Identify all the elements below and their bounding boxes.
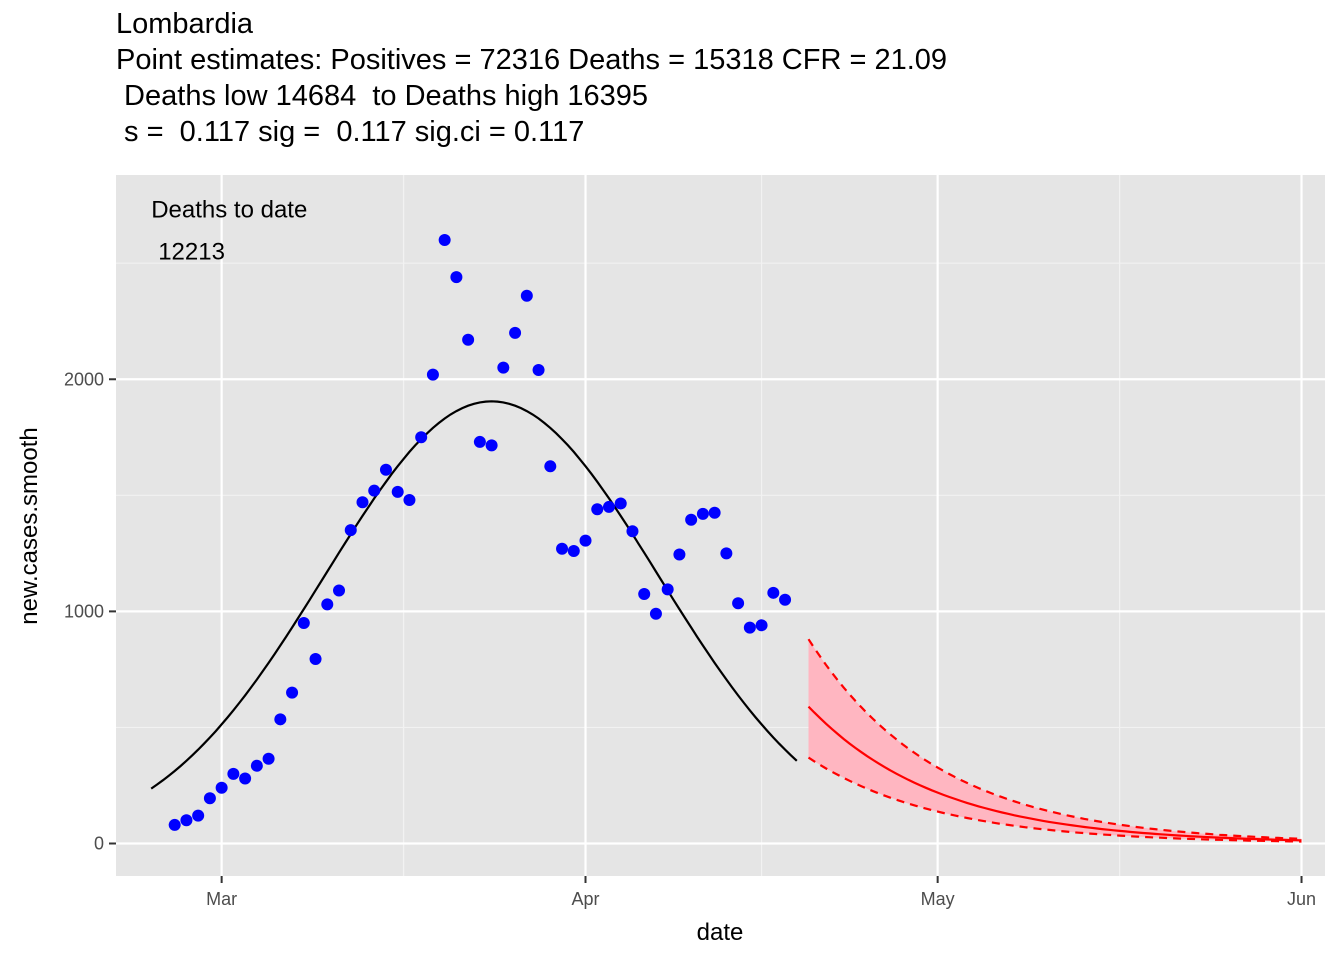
data-point xyxy=(180,814,193,827)
data-point xyxy=(227,767,240,780)
data-point xyxy=(368,484,381,497)
data-point xyxy=(309,652,322,665)
grid-major xyxy=(116,175,1325,876)
data-point xyxy=(379,463,392,476)
forecast-upper-line xyxy=(807,638,1302,840)
data-point xyxy=(614,497,627,510)
data-point xyxy=(286,686,299,699)
points-layer xyxy=(168,233,792,831)
data-point xyxy=(509,326,522,339)
data-point xyxy=(344,524,357,537)
chart-titles: Lombardia Point estimates: Positives = 7… xyxy=(116,6,1316,150)
data-point xyxy=(485,439,498,452)
data-point xyxy=(638,587,651,600)
data-point xyxy=(168,818,181,831)
data-point xyxy=(203,792,216,805)
data-point xyxy=(450,271,463,284)
data-point xyxy=(438,233,451,246)
data-point xyxy=(602,500,615,513)
grid-minor xyxy=(116,175,1325,876)
data-point xyxy=(591,503,604,516)
y-tick-label: 1000 xyxy=(64,601,104,621)
data-point xyxy=(403,493,416,506)
data-point xyxy=(779,593,792,606)
data-point xyxy=(473,435,486,448)
x-tick-label: Apr xyxy=(572,889,600,909)
y-tick-label: 2000 xyxy=(64,369,104,389)
y-axis: 0 1000 2000 xyxy=(64,369,116,854)
annotation-deaths-label: Deaths to date xyxy=(151,197,307,224)
data-point xyxy=(297,616,310,629)
data-point xyxy=(720,547,733,560)
x-axis-title: date xyxy=(697,919,744,946)
lines-layer xyxy=(150,400,1302,843)
data-point xyxy=(696,507,709,520)
data-point xyxy=(274,713,287,726)
data-point xyxy=(579,534,592,547)
data-point xyxy=(685,513,698,526)
data-point xyxy=(215,781,228,794)
data-point xyxy=(250,759,263,772)
data-point xyxy=(415,431,428,444)
y-axis-title: new.cases.smooth xyxy=(16,427,43,624)
data-point xyxy=(356,496,369,509)
data-point xyxy=(239,772,252,785)
data-point xyxy=(767,586,780,599)
data-point xyxy=(732,597,745,610)
chart-subtitle-line-1: Point estimates: Positives = 72316 Death… xyxy=(116,44,948,76)
annotation-layer: Deaths to date 12213 xyxy=(151,197,307,266)
x-tick-label: Mar xyxy=(206,889,237,909)
data-point xyxy=(497,361,510,374)
x-tick-label: Jun xyxy=(1287,889,1316,909)
data-point xyxy=(755,619,768,632)
data-point xyxy=(333,584,346,597)
data-point xyxy=(462,333,475,346)
plot-panel xyxy=(116,175,1325,876)
data-point xyxy=(649,607,662,620)
chart-title: Lombardia xyxy=(116,8,254,40)
data-point xyxy=(532,363,545,376)
x-axis: Mar Apr May Jun xyxy=(206,876,1316,909)
x-tick-label: May xyxy=(921,889,955,909)
annotation-deaths-value: 12213 xyxy=(158,239,225,266)
data-point xyxy=(391,485,404,498)
data-point xyxy=(556,542,569,555)
data-point xyxy=(661,583,674,596)
data-point xyxy=(626,525,639,538)
data-point xyxy=(520,289,533,302)
data-point xyxy=(426,368,439,381)
data-point xyxy=(708,506,721,519)
data-point xyxy=(321,598,334,611)
data-point xyxy=(743,621,756,634)
data-point xyxy=(673,548,686,561)
fit-curve-line xyxy=(150,400,798,790)
data-point xyxy=(567,545,580,558)
chart-subtitle-line-3: s = 0.117 sig = 0.117 sig.ci = 0.117 xyxy=(116,116,585,148)
chart-subtitle-line-2: Deaths low 14684 to Deaths high 16395 xyxy=(116,80,649,112)
data-point xyxy=(192,809,205,822)
y-tick-label: 0 xyxy=(94,834,104,854)
data-point xyxy=(262,752,275,765)
forecast-center-line xyxy=(807,705,1302,842)
forecast-lower-line xyxy=(807,756,1302,843)
data-point xyxy=(544,460,557,473)
